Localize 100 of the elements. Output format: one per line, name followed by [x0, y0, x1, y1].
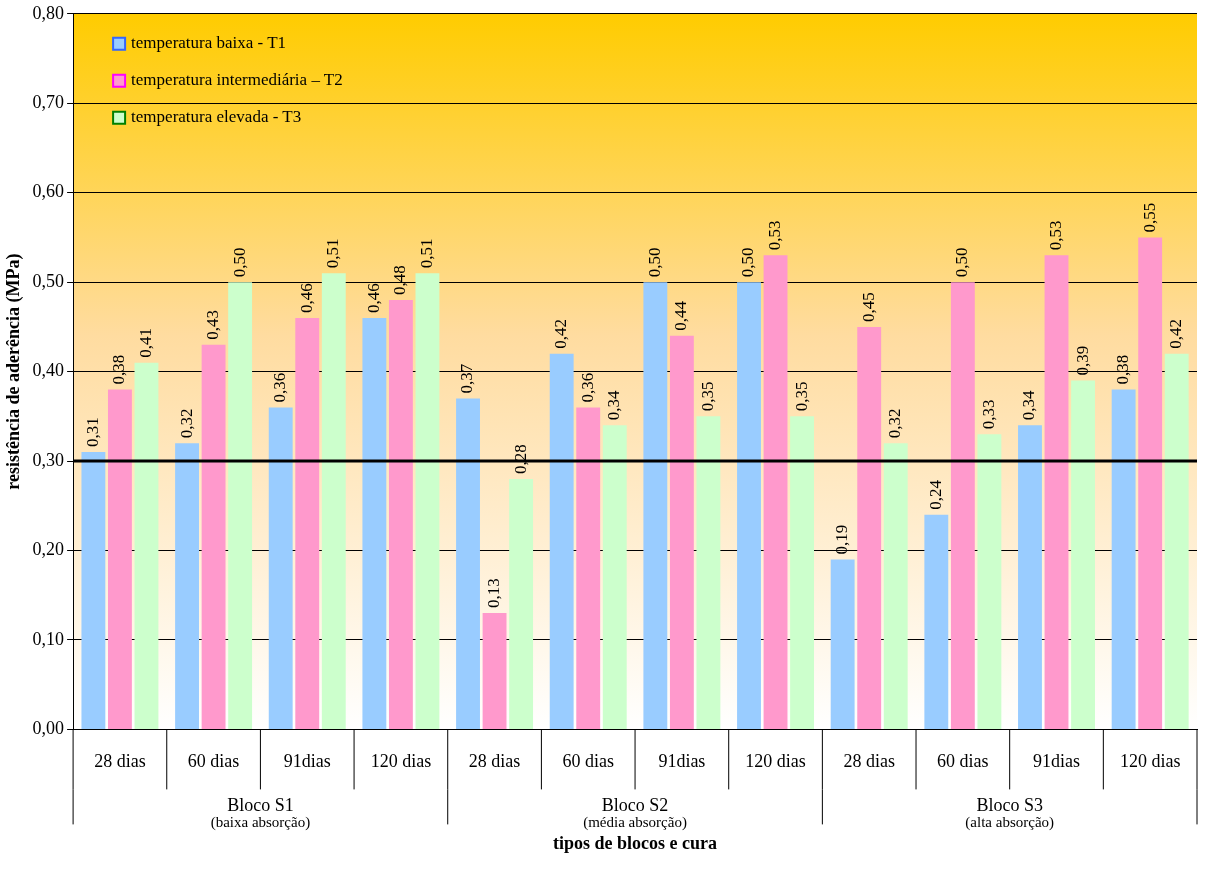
legend-label: temperatura baixa - T1	[131, 33, 287, 53]
data-label: 0,50	[738, 247, 758, 278]
data-label: 0,36	[577, 372, 597, 403]
x-tick-label: 60 dias	[187, 750, 240, 771]
x-axis-title: tipos de blocos e cura	[553, 833, 718, 854]
data-label: 0,35	[697, 381, 717, 412]
bar	[737, 282, 761, 729]
bar	[1138, 237, 1163, 729]
data-label: 0,37	[457, 363, 477, 394]
data-label: 0,50	[644, 247, 664, 278]
data-label: 0,38	[109, 354, 129, 385]
data-label: 0,36	[270, 372, 290, 403]
data-label: 0,44	[671, 300, 691, 331]
bar	[295, 317, 320, 729]
data-label: 0,50	[952, 247, 972, 278]
bar	[669, 335, 694, 729]
bar	[509, 478, 534, 729]
bar	[1164, 353, 1189, 729]
bar	[830, 559, 855, 729]
x-tick-label: 28 dias	[94, 750, 146, 771]
data-label: 0,31	[82, 417, 102, 448]
text: Bloco S1 (baixa absorção)	[210, 795, 311, 832]
bar	[388, 300, 413, 729]
bar	[883, 443, 908, 729]
data-label: 0,53	[765, 220, 785, 251]
data-label: 0,28	[510, 444, 530, 474]
data-label: 0,34	[1019, 390, 1039, 421]
bar	[201, 344, 226, 729]
data-label: 0,33	[978, 399, 998, 430]
data-label: 0,13	[484, 578, 504, 609]
data-label: 0,38	[1113, 354, 1133, 385]
bar	[857, 326, 882, 729]
data-label: 0,48	[390, 265, 410, 296]
x-tick-label: 120 dias	[1119, 750, 1181, 771]
data-label: 0,51	[323, 238, 343, 269]
bar	[763, 255, 788, 729]
data-label: 0,45	[858, 292, 878, 322]
data-label: 0,55	[1139, 202, 1159, 233]
y-tick-label: 0,00	[32, 718, 65, 739]
bar	[134, 362, 159, 729]
x-tick-label: 28 dias	[468, 750, 521, 771]
data-label: 0,41	[135, 327, 155, 358]
bar	[1044, 255, 1069, 729]
bar	[107, 389, 132, 729]
bar	[790, 416, 815, 729]
data-label: 0,39	[1072, 345, 1092, 376]
bar	[576, 407, 601, 729]
x-tick-label: 120 dias	[745, 750, 806, 771]
x-tick-label: 60 dias	[937, 750, 989, 771]
y-tick-label: 0,50	[32, 270, 65, 291]
data-label: 0,35	[791, 381, 811, 412]
x-tick-label: 120 dias	[370, 750, 432, 771]
x-tick-label: 60 dias	[562, 750, 614, 771]
y-tick-label: 0,60	[32, 181, 65, 202]
y-tick-label: 0,10	[32, 628, 65, 649]
bar	[643, 282, 668, 729]
y-tick-label: 0,40	[32, 360, 65, 381]
bar	[175, 443, 199, 729]
data-label: 0,32	[885, 408, 905, 439]
bar	[977, 434, 1002, 729]
bar	[602, 425, 627, 729]
data-label: 0,19	[832, 524, 852, 555]
bar	[228, 282, 253, 729]
text: Bloco S2 (média absorção)	[583, 795, 687, 832]
y-tick-label: 0,20	[32, 539, 65, 560]
legend-label: temperatura elevada - T3	[131, 107, 302, 127]
data-label: 0,42	[1166, 318, 1186, 349]
bar	[362, 317, 387, 729]
data-label: 0,53	[1045, 220, 1065, 251]
y-tick-label: 0,30	[32, 449, 65, 470]
data-label: 0,51	[416, 238, 436, 269]
bar	[696, 416, 721, 729]
bar	[321, 273, 346, 729]
x-tick-label: 91dias	[1033, 750, 1081, 771]
y-tick-label: 0,70	[32, 91, 65, 112]
bar	[482, 613, 507, 729]
data-label: 0,42	[551, 318, 571, 349]
x-tick-label: 28 dias	[843, 750, 895, 771]
bar	[950, 282, 975, 729]
data-label: 0,32	[176, 408, 196, 439]
bar	[924, 514, 949, 729]
y-tick-label: 0,80	[32, 2, 65, 23]
bar	[456, 398, 480, 729]
text: Bloco S3 (alta absorção)	[965, 795, 1055, 832]
bar	[1018, 425, 1042, 729]
data-label: 0,46	[363, 283, 383, 313]
data-label: 0,43	[203, 310, 223, 340]
bar	[1071, 380, 1095, 729]
data-label: 0,34	[604, 390, 624, 421]
y-axis-title: resistência de aderência (MPa)	[3, 253, 25, 490]
x-tick-label: 91dias	[658, 750, 706, 771]
bar	[268, 407, 293, 729]
bar	[81, 452, 106, 729]
legend-label: temperatura intermediária – T2	[131, 70, 343, 90]
data-label: 0,24	[925, 479, 945, 510]
x-tick-label: 91dias	[283, 750, 331, 771]
bar	[415, 273, 440, 729]
bar	[549, 353, 574, 729]
bar	[1111, 389, 1136, 729]
data-label: 0,50	[229, 247, 249, 278]
